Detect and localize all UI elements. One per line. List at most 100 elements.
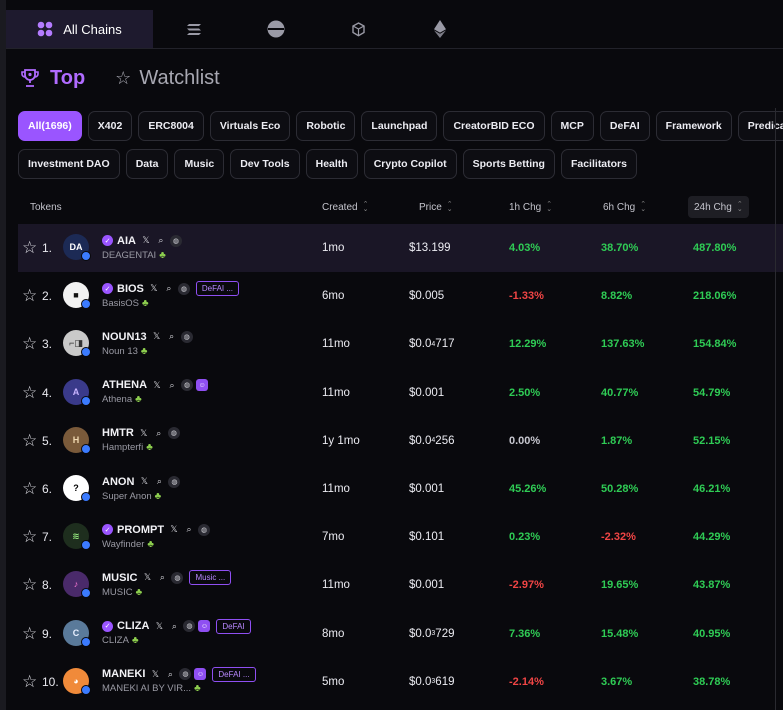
table-row[interactable]: ☆ 3. ⌐◨ NOUN13 𝕏 ⌕ ◍ Noun 13 ♣ 11mo $0.0 4 717 12.29%…	[18, 320, 783, 368]
globe-icon[interactable]: ◍	[179, 668, 192, 681]
header-created[interactable]: Created ⌃ ⌄	[322, 196, 368, 218]
x-twitter-icon[interactable]: 𝕏	[143, 572, 152, 583]
search-icon[interactable]: ⌕	[186, 524, 192, 535]
category-chip[interactable]: Facilitators	[560, 149, 637, 179]
globe-icon[interactable]: ◍	[181, 379, 194, 392]
category-chip[interactable]: Crypto Copilot	[363, 149, 457, 179]
table-row[interactable]: ☆ 1. DA ✓ AIA 𝕏 ⌕ ◍ DEAGENTAI ♣ 1mo $13.199 4.03% 38.…	[18, 224, 783, 272]
watchlist-star-icon[interactable]: ☆	[22, 382, 38, 402]
x-twitter-icon[interactable]: 𝕏	[140, 476, 149, 486]
agent-icon[interactable]: ☺	[194, 668, 207, 681]
table-row[interactable]: ☆ 2. ■ ✓ BIOS 𝕏 ⌕ ◍ DeFAI ... BasisOS ♣ 6mo $0.005 -1…	[18, 272, 783, 320]
chain-tab-all[interactable]: All Chains	[6, 10, 153, 48]
search-icon[interactable]: ⌕	[171, 620, 177, 631]
search-icon[interactable]: ⌕	[156, 476, 162, 486]
token-info[interactable]: ANON 𝕏 ⌕ ◍ Super Anon ♣	[102, 474, 183, 503]
agent-icon[interactable]: ☺	[198, 620, 211, 633]
token-info[interactable]: ✓ CLIZA 𝕏 ⌕ ◍ ☺ DeFAI CLIZA ♣	[102, 618, 251, 648]
token-info[interactable]: MUSIC 𝕏 ⌕ ◍ Music ... MUSIC ♣	[102, 570, 232, 599]
created-age: 11mo	[322, 579, 350, 592]
table-row[interactable]: ☆ 7. ≋ ✓ PROMPT 𝕏 ⌕ ◍ Wayfinder ♣ 7mo $0.101 0.23% -2…	[18, 513, 783, 561]
x-twitter-icon[interactable]: 𝕏	[155, 620, 164, 631]
table-row[interactable]: ☆ 6.? ANON 𝕏 ⌕ ◍ Super Anon ♣ 11mo $0.001 45.26% 50…	[18, 465, 783, 513]
watchlist-star-icon[interactable]: ☆	[22, 623, 38, 643]
chain-tab-bnb[interactable]	[317, 10, 399, 48]
category-chip[interactable]: Framework	[655, 111, 732, 141]
watchlist-star-icon[interactable]: ☆	[22, 238, 38, 257]
header-price[interactable]: Price ⌃ ⌄	[419, 196, 453, 218]
search-icon[interactable]: ⌕	[169, 379, 175, 390]
category-chip[interactable]: Investment DAO	[18, 149, 120, 179]
search-icon[interactable]: ⌕	[169, 331, 175, 342]
globe-icon[interactable]: ◍	[180, 330, 193, 343]
globe-icon[interactable]: ◍	[171, 571, 184, 584]
table-row[interactable]: ☆ 5. H HMTR 𝕏 ⌕ ◍ Hampterfi ♣ 1y 1mo $0.0 4 256 0.00%…	[18, 417, 783, 465]
table-row[interactable]: ☆ 9. C ✓ CLIZA 𝕏 ⌕ ◍ ☺ DeFAI CLIZA ♣ 8mo $0.0 3 729 7.36…	[18, 610, 783, 658]
category-chip[interactable]: DeFAI	[599, 111, 650, 141]
globe-icon[interactable]: ◍	[169, 234, 182, 247]
x-twitter-icon[interactable]: 𝕏	[150, 283, 158, 294]
watchlist-star-icon[interactable]: ☆	[22, 671, 38, 691]
watchlist-tab[interactable]: ☆ Watchlist	[115, 67, 220, 90]
table-row[interactable]: ☆ 4. A ATHENA 𝕏 ⌕ ◍ ☺ Athena ♣ 11mo $0.001 2.50% 40.7…	[18, 369, 783, 417]
category-chip[interactable]: Virtuals Eco	[209, 111, 291, 141]
search-icon[interactable]: ⌕	[167, 668, 173, 679]
category-tag[interactable]: DeFAI ...	[212, 666, 256, 682]
x-twitter-icon[interactable]: 𝕏	[170, 524, 178, 535]
token-info[interactable]: ✓ AIA 𝕏 ⌕ ◍ DEAGENTAI ♣	[102, 233, 185, 262]
search-icon[interactable]: ⌕	[158, 235, 164, 245]
category-chip[interactable]: ERC8004	[138, 111, 204, 141]
x-twitter-icon[interactable]: 𝕏	[153, 379, 161, 390]
globe-icon[interactable]: ◍	[167, 427, 180, 440]
globe-icon[interactable]: ◍	[183, 620, 196, 633]
watchlist-star-icon[interactable]: ☆	[22, 479, 38, 498]
category-chip[interactable]: MCP	[550, 111, 594, 141]
created-age: 1mo	[322, 242, 345, 254]
token-info[interactable]: NOUN13 𝕏 ⌕ ◍ Noun 13 ♣	[102, 329, 196, 358]
category-chip[interactable]: Sports Betting	[462, 149, 555, 179]
table-row[interactable]: ☆ 8. ♪ MUSIC 𝕏 ⌕ ◍ Music ... MUSIC ♣ 11mo $0.001 -2.…	[18, 561, 783, 609]
search-icon[interactable]: ⌕	[159, 572, 165, 583]
search-icon[interactable]: ⌕	[166, 283, 172, 294]
search-icon[interactable]: ⌕	[156, 427, 162, 438]
category-chip[interactable]: Music	[174, 149, 225, 179]
header-1h[interactable]: 1h Chg ⌃ ⌄	[509, 196, 552, 218]
category-tag[interactable]: DeFAI ...	[195, 281, 240, 297]
globe-icon[interactable]: ◍	[198, 523, 211, 536]
watchlist-star-icon[interactable]: ☆	[22, 575, 38, 595]
category-tag[interactable]: Music ...	[189, 570, 232, 586]
globe-icon[interactable]: ◍	[177, 282, 190, 295]
chain-tab-solana[interactable]	[153, 10, 235, 48]
watchlist-star-icon[interactable]: ☆	[22, 527, 38, 547]
globe-icon[interactable]: ◍	[168, 475, 181, 488]
watchlist-star-icon[interactable]: ☆	[22, 430, 38, 450]
category-chip[interactable]: Predication	[737, 111, 783, 141]
category-chip[interactable]: All(1696)	[18, 111, 82, 141]
x-twitter-icon[interactable]: 𝕏	[140, 427, 148, 438]
header-6h[interactable]: 6h Chg ⌃ ⌄	[603, 196, 646, 218]
category-chip[interactable]: CreatorBID ECO	[443, 111, 545, 141]
category-chip[interactable]: Data	[125, 149, 169, 179]
x-twitter-icon[interactable]: 𝕏	[152, 331, 161, 342]
header-24h[interactable]: 24h Chg ⌃ ⌄	[688, 196, 749, 218]
category-tag[interactable]: DeFAI	[216, 618, 251, 634]
token-info[interactable]: ✓ BIOS 𝕏 ⌕ ◍ DeFAI ... BasisOS ♣	[102, 281, 240, 310]
watchlist-star-icon[interactable]: ☆	[22, 286, 38, 306]
token-info[interactable]: MANEKI 𝕏 ⌕ ◍ ☺ DeFAI ... MANEKI AI BY VIR... ♣	[102, 666, 256, 696]
category-chip[interactable]: X402	[87, 111, 133, 141]
chain-tab-base[interactable]	[235, 10, 317, 48]
top-tab[interactable]: Top	[20, 67, 85, 90]
token-info[interactable]: ATHENA 𝕏 ⌕ ◍ ☺ Athena ♣	[102, 378, 211, 407]
category-chip[interactable]: Health	[305, 149, 358, 179]
x-twitter-icon[interactable]: 𝕏	[151, 668, 160, 679]
token-info[interactable]: HMTR 𝕏 ⌕ ◍ Hampterfi ♣	[102, 426, 183, 455]
agent-icon[interactable]: ☺	[196, 379, 209, 392]
x-twitter-icon[interactable]: 𝕏	[142, 235, 150, 245]
watchlist-star-icon[interactable]: ☆	[22, 334, 38, 354]
token-info[interactable]: ✓ PROMPT 𝕏 ⌕ ◍ Wayfinder ♣	[102, 522, 213, 551]
chain-tab-ethereum[interactable]	[399, 10, 481, 48]
table-row[interactable]: ☆ 10. ◕ MANEKI 𝕏 ⌕ ◍ ☺ DeFAI ... MANEKI AI BY VIR…	[18, 658, 783, 706]
category-chip[interactable]: Robotic	[296, 111, 356, 141]
category-chip[interactable]: Launchpad	[361, 111, 438, 141]
category-chip[interactable]: Dev Tools	[230, 149, 300, 179]
